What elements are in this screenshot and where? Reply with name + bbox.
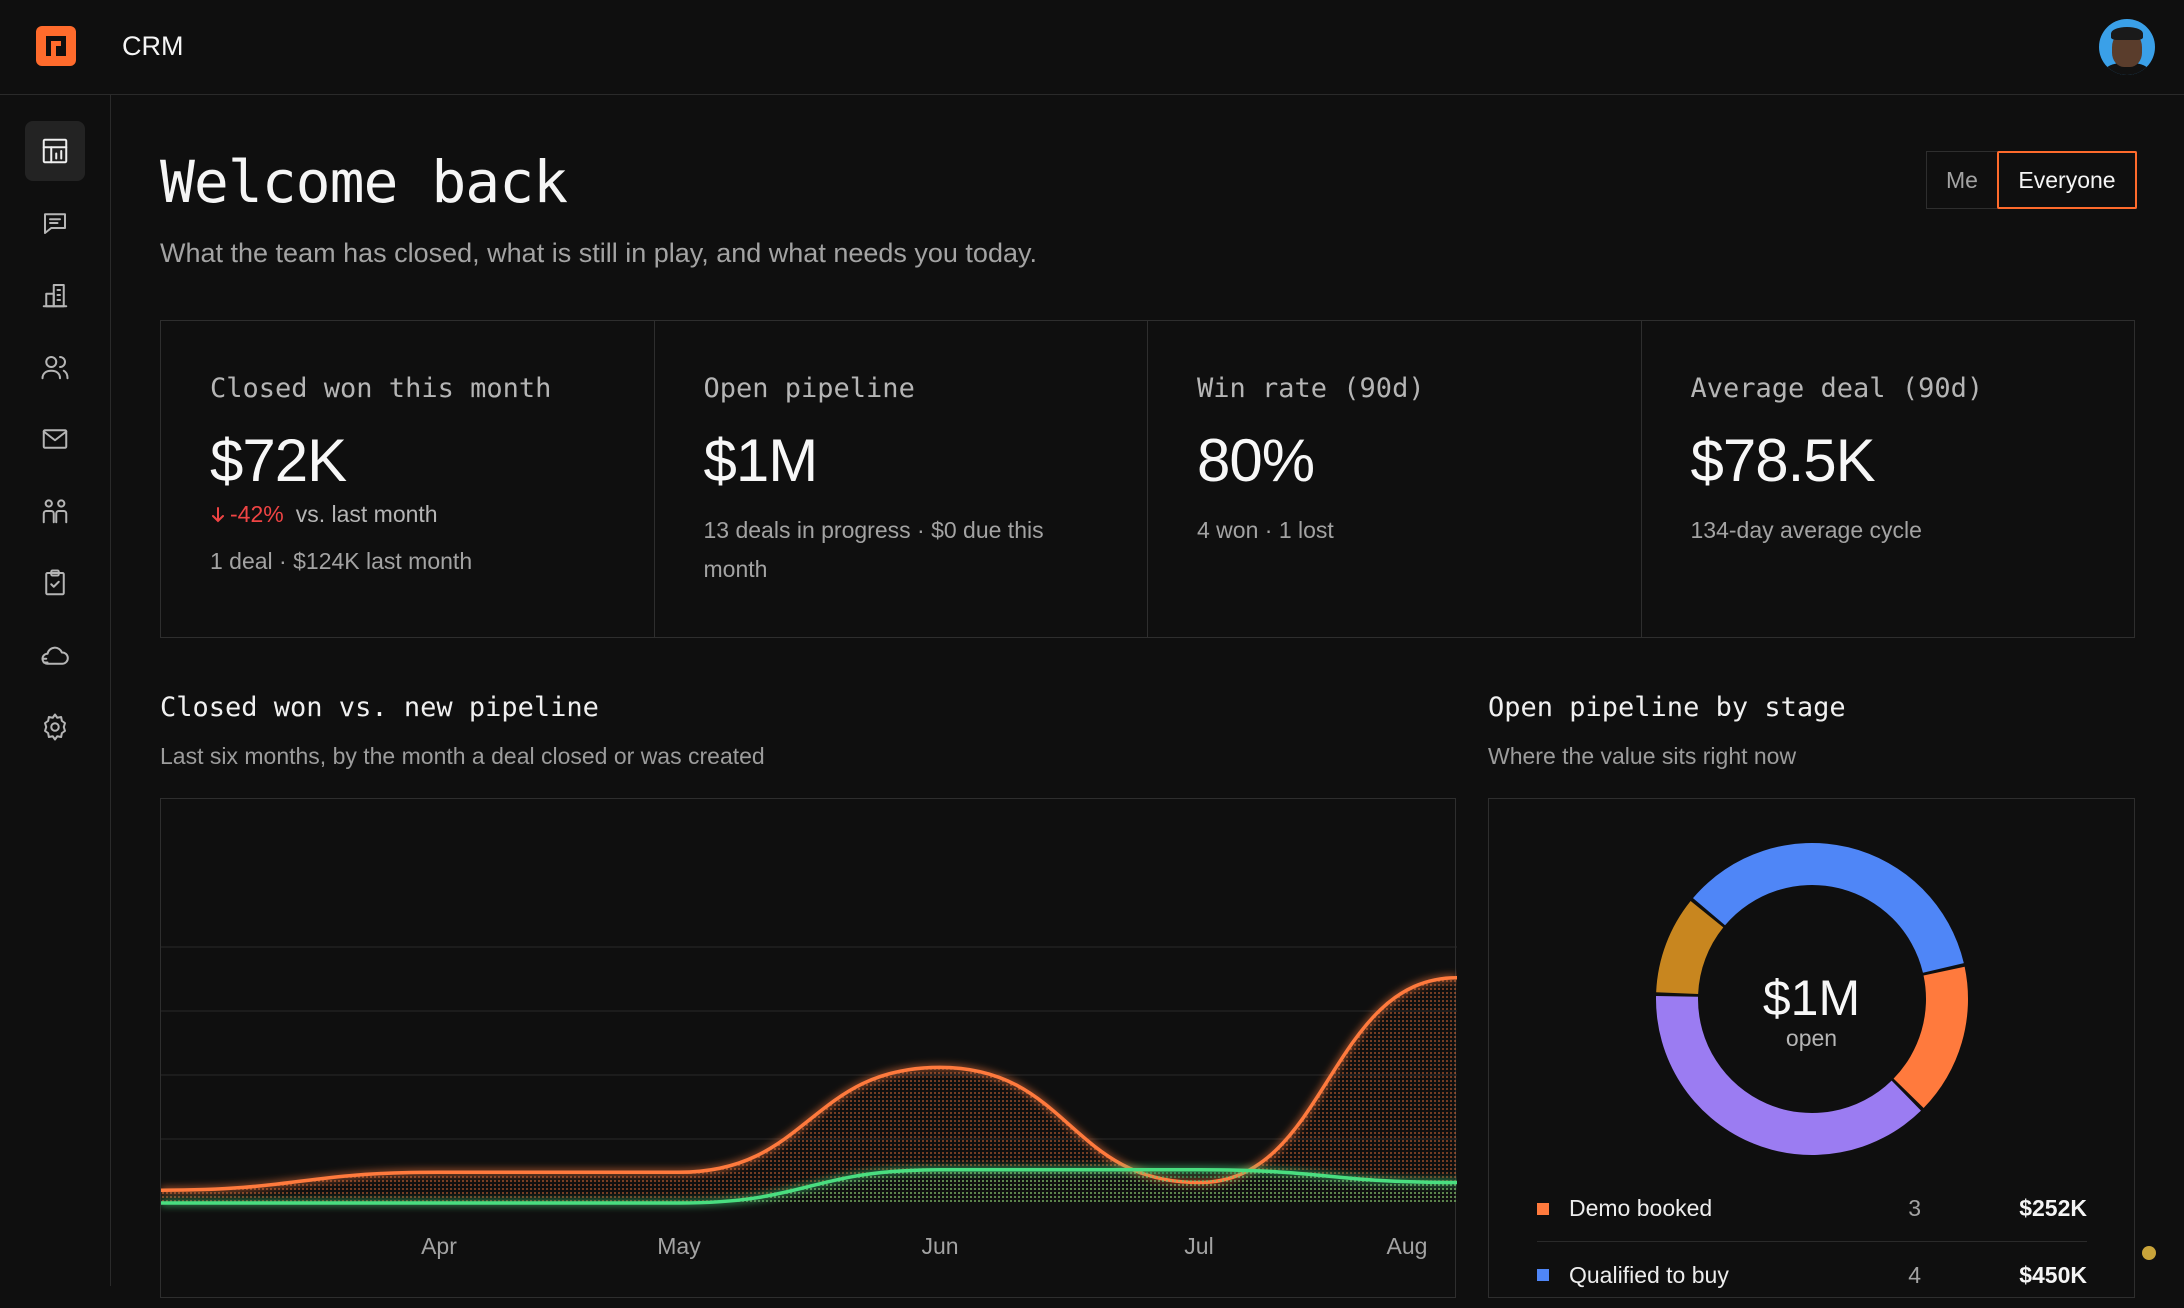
sidebar-item-companies[interactable]	[25, 265, 85, 325]
page-subtitle: What the team has closed, what is still …	[160, 238, 1037, 268]
chat-icon	[44, 213, 66, 234]
trend-chart-title: Closed won vs. new pipeline	[160, 692, 599, 723]
user-avatar[interactable]	[2099, 19, 2155, 75]
series-line-0	[161, 975, 1457, 1192]
legend-value: $252K	[2019, 1195, 2087, 1221]
kpi-label: Open pipeline	[703, 373, 915, 404]
legend-swatch-qualified	[1537, 1269, 1549, 1281]
kpi-card-win-rate[interactable]: Win rate (90d) 80% 4 won · 1 lost	[1148, 321, 1642, 637]
x-tick-label: May	[657, 1233, 701, 1259]
scope-toggle: Me Everyone	[1926, 151, 2137, 209]
kpi-change-suffix: vs. last month	[295, 501, 438, 527]
donut-center-value: $1M	[1762, 970, 1861, 1026]
clipboard-icon	[45, 569, 65, 596]
cloud-icon	[41, 646, 69, 665]
page-title: Welcome back	[160, 148, 568, 216]
kpi-detail: 13 deals in progress · $0 due this month	[703, 517, 1044, 582]
legend-row[interactable]: Qualified to buy 4 $450K	[1537, 1242, 2087, 1308]
legend-name: Demo booked	[1569, 1195, 1713, 1221]
pipeline-donut-panel[interactable]: $1M open Demo booked 3 $252K Qualified t…	[1488, 798, 2135, 1298]
donut-slice-2[interactable]	[1656, 901, 1724, 995]
kpi-change-down: -42%	[210, 501, 284, 528]
kpi-card-average-deal[interactable]: Average deal (90d) $78.5K 134-day averag…	[1642, 321, 2135, 637]
kpi-value: 80%	[1197, 427, 1315, 494]
legend-count: 4	[1908, 1261, 1921, 1288]
pipeline-donut-svg	[1656, 843, 1968, 1155]
kpi-change-value: -42%	[230, 501, 284, 527]
app-logo-icon[interactable]	[36, 26, 76, 66]
legend-swatch-demo-booked	[1537, 1202, 1549, 1215]
status-indicator	[2142, 1246, 2156, 1260]
sidebar-item-email[interactable]	[25, 409, 85, 469]
trend-chart-subtitle: Last six months, by the month a deal clo…	[160, 743, 765, 769]
x-tick-label: Jun	[921, 1233, 958, 1259]
gear-icon	[44, 713, 66, 741]
kpi-label: Average deal (90d)	[1690, 373, 1984, 404]
donut-slice-1[interactable]	[1656, 995, 1921, 1155]
kpi-card-closed-won[interactable]: Closed won this month $72K -42% vs. last…	[161, 321, 655, 637]
sidebar-item-tasks[interactable]	[25, 553, 85, 613]
kpi-change: -42% vs. last month	[210, 501, 654, 528]
sidebar-item-dashboard[interactable]	[25, 121, 85, 181]
sidebar	[0, 95, 111, 1286]
kpi-label: Closed won this month	[210, 373, 552, 404]
scope-me-button[interactable]: Me	[1946, 166, 1978, 193]
sidebar-item-settings[interactable]	[25, 697, 85, 757]
donut-center-label: open	[1785, 1025, 1838, 1051]
kpi-detail: 1 deal · $124K last month	[210, 548, 473, 574]
trend-chart[interactable]: Apr May Jun Jul Aug	[160, 798, 1457, 1298]
mail-icon	[42, 429, 68, 449]
x-tick-label: Jul	[1184, 1233, 1213, 1259]
kpi-value: $78.5K	[1690, 427, 1876, 494]
app-title: CRM	[122, 31, 184, 61]
legend-count: 3	[1908, 1195, 1921, 1221]
sidebar-item-integrations[interactable]	[25, 625, 85, 685]
kpi-value: $72K	[210, 427, 347, 494]
pipeline-chart-subtitle: Where the value sits right now	[1488, 743, 1797, 769]
donut-slice-0[interactable]	[1893, 966, 1968, 1108]
x-tick-label: Apr	[421, 1233, 457, 1259]
top-bar: CRM	[0, 0, 2184, 95]
kpi-row: Closed won this month $72K -42% vs. last…	[160, 320, 2135, 638]
series-line-1	[161, 1167, 1457, 1205]
dashboard-icon	[42, 138, 68, 164]
series-area-0	[161, 977, 1457, 1203]
building-icon	[42, 284, 68, 308]
legend-value: $450K	[2019, 1261, 2087, 1288]
kpi-detail: 4 won · 1 lost	[1197, 517, 1334, 543]
users-icon	[41, 356, 69, 380]
scope-everyone-button[interactable]: Everyone	[1997, 151, 2137, 209]
series-area-1	[161, 1169, 1457, 1203]
kpi-detail: 134-day average cycle	[1690, 517, 1922, 543]
team-icon	[42, 499, 68, 524]
x-tick-label: Aug	[1387, 1233, 1428, 1259]
sidebar-item-teams[interactable]	[25, 481, 85, 541]
trend-chart-svg: Apr May Jun Jul Aug	[161, 946, 1457, 1259]
sidebar-item-contacts[interactable]	[25, 337, 85, 397]
kpi-label: Win rate (90d)	[1197, 373, 1425, 404]
legend-name: Qualified to buy	[1569, 1261, 1729, 1288]
sidebar-item-messages[interactable]	[25, 193, 85, 253]
donut-slice-3[interactable]	[1693, 843, 1964, 973]
pipeline-chart-title: Open pipeline by stage	[1488, 692, 1846, 723]
arrow-down-icon	[212, 506, 224, 522]
legend-row[interactable]: Demo booked 3 $252K	[1537, 1176, 2087, 1242]
kpi-card-open-pipeline[interactable]: Open pipeline $1M 13 deals in progress ·…	[655, 321, 1148, 637]
kpi-value: $1M	[703, 427, 819, 494]
